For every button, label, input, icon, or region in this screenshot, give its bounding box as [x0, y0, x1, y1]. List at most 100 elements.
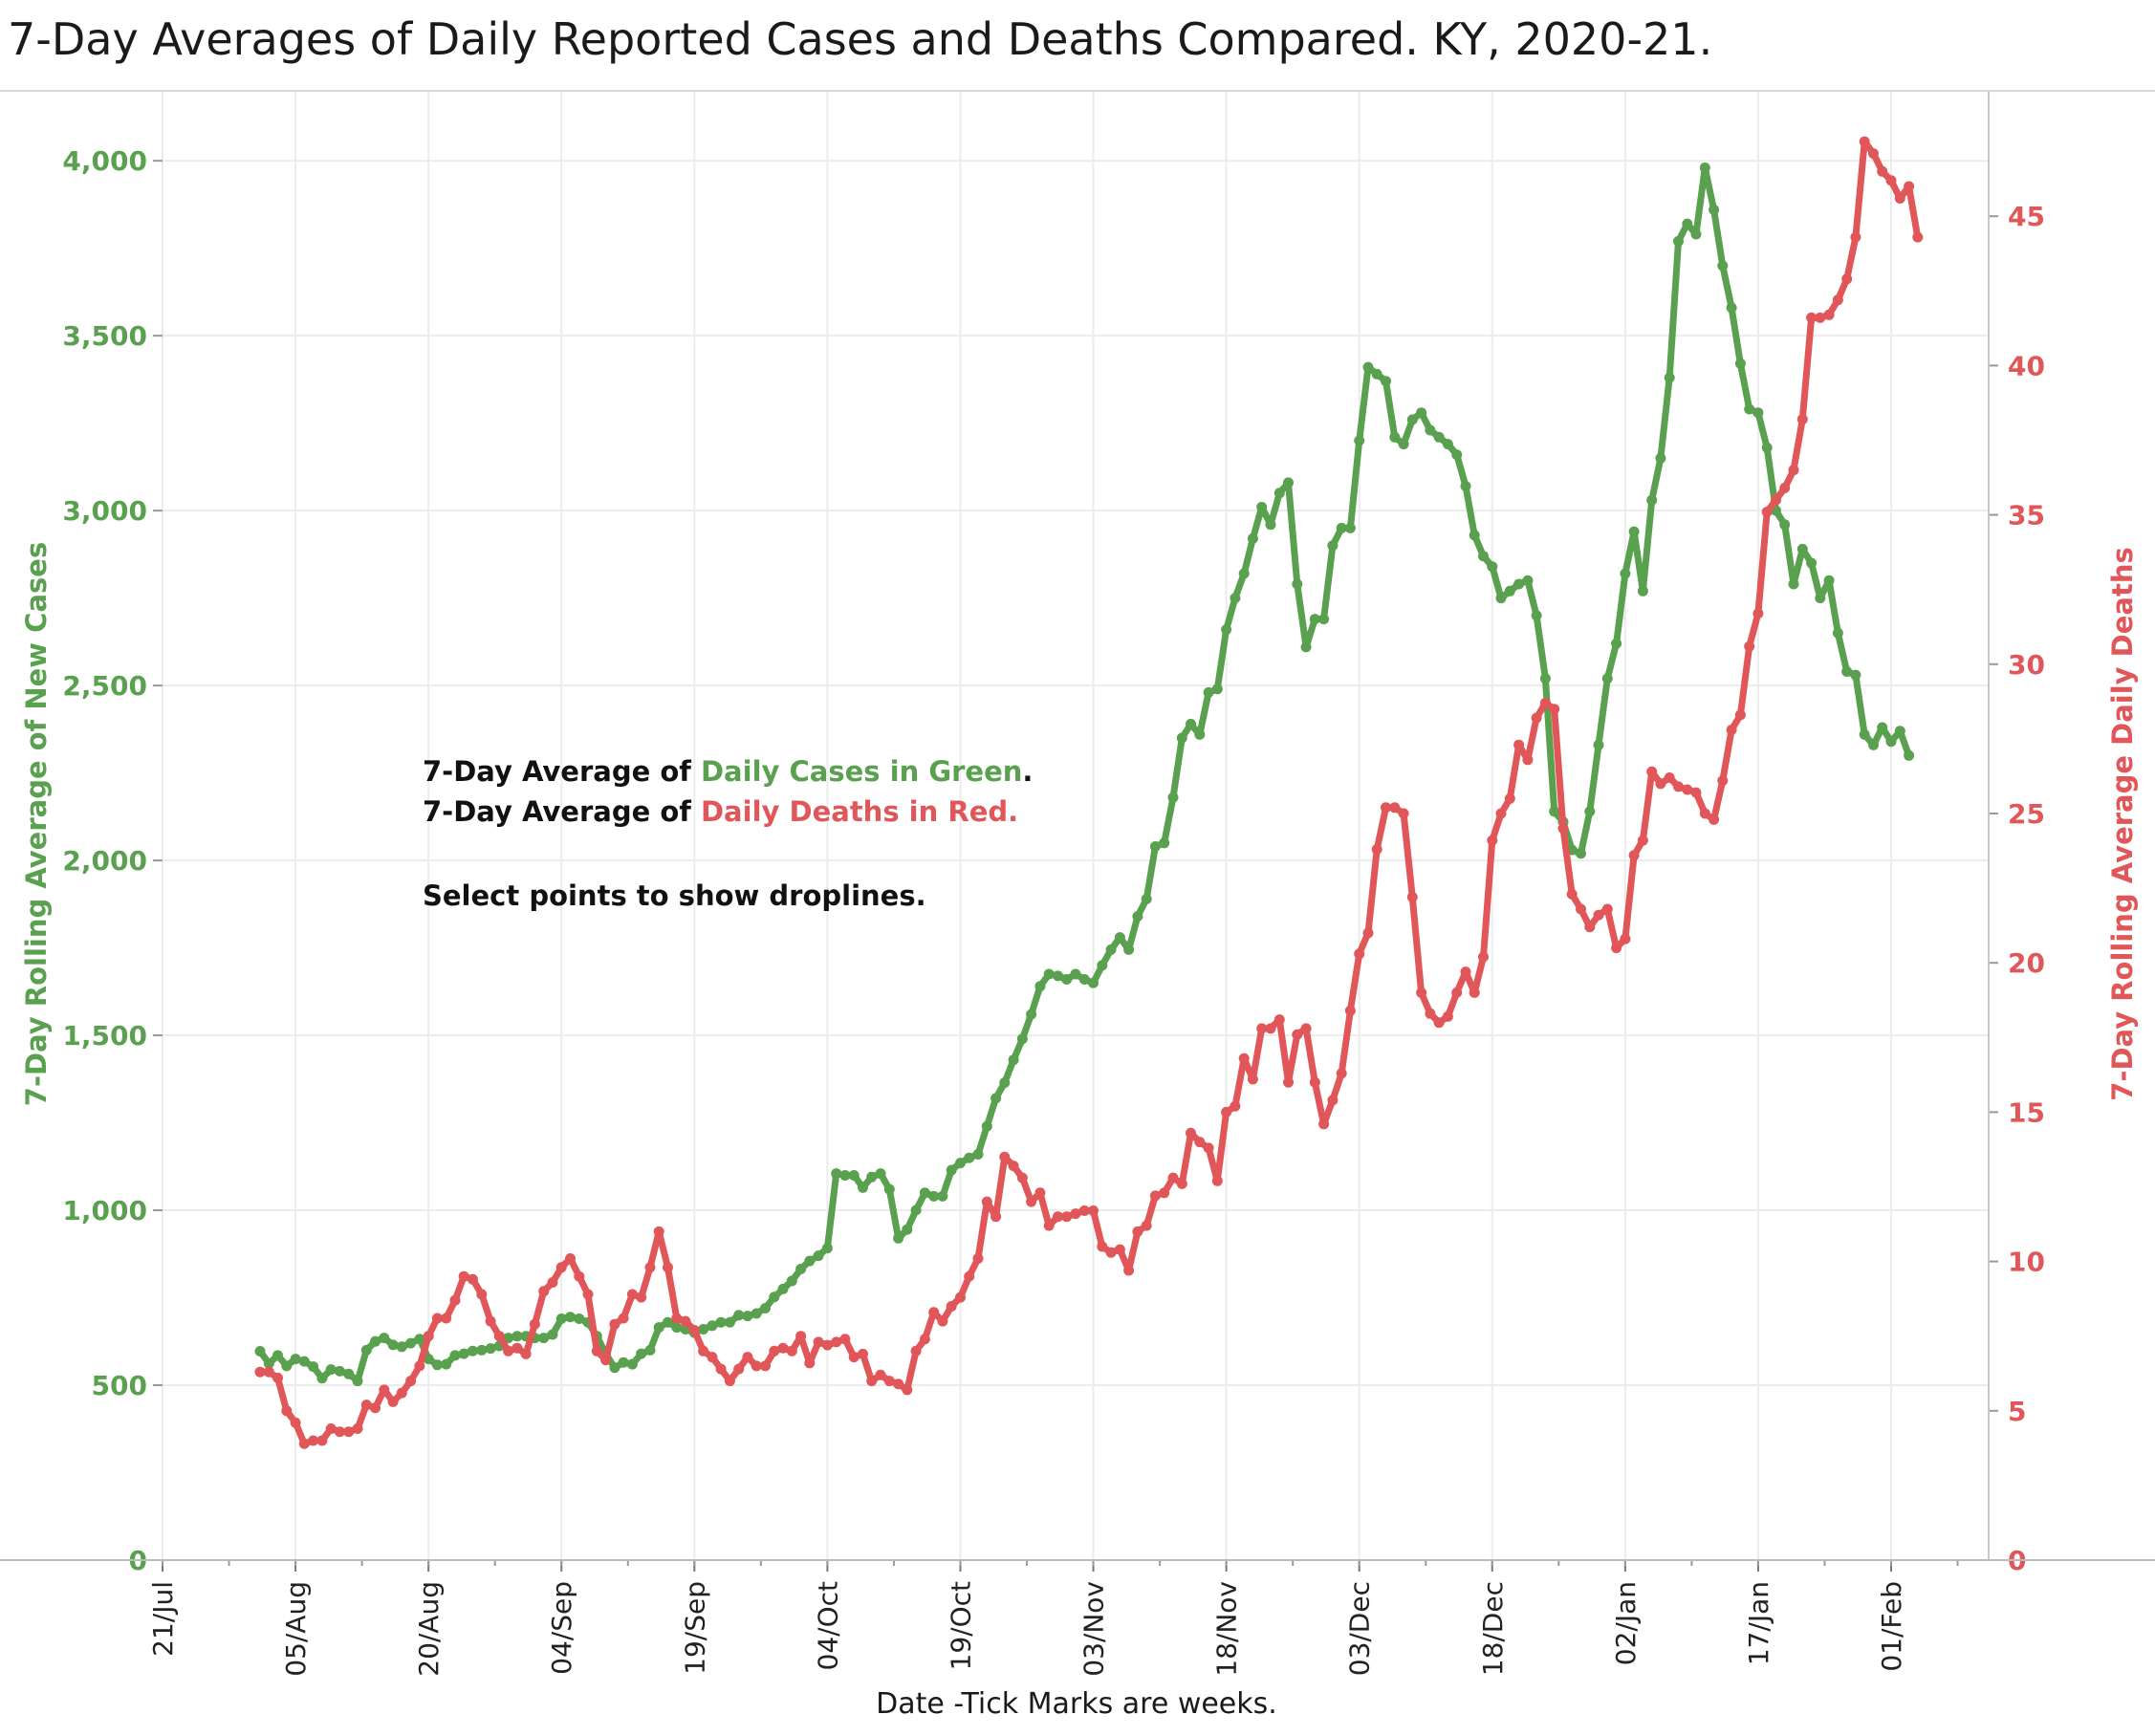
cases-point — [999, 1077, 1011, 1088]
cases-point — [831, 1168, 842, 1180]
deaths-point — [1912, 231, 1924, 243]
deaths-point — [1008, 1161, 1019, 1172]
y-right-tick-label: 10 — [2008, 1247, 2045, 1278]
deaths-point — [1176, 1178, 1187, 1189]
cases-point — [1211, 684, 1223, 695]
deaths-point — [609, 1318, 620, 1330]
deaths-point — [574, 1270, 585, 1282]
cases-point — [972, 1149, 984, 1160]
cases-point — [866, 1171, 878, 1183]
cases-point — [254, 1346, 266, 1356]
deaths-point — [1043, 1220, 1055, 1231]
deaths-point — [1327, 1095, 1339, 1106]
cases-point — [1637, 585, 1648, 597]
deaths-point — [547, 1277, 558, 1288]
cases-point — [919, 1187, 930, 1199]
cases-point — [405, 1337, 417, 1349]
deaths-point — [352, 1423, 363, 1434]
deaths-point — [1877, 165, 1888, 177]
cases-point — [263, 1357, 274, 1369]
deaths-point — [1628, 850, 1640, 861]
deaths-point — [636, 1291, 647, 1303]
deaths-point — [751, 1360, 762, 1372]
y-axis-left-label: 7-Day Rolling Average of New Cases — [20, 542, 53, 1106]
cases-point — [1531, 610, 1542, 621]
cases-point — [441, 1358, 452, 1370]
annotation-line-1: 7-Day Average of Daily Cases in Green. — [423, 755, 1033, 788]
cases-point — [1709, 204, 1720, 215]
cases-point — [547, 1329, 558, 1340]
deaths-point — [591, 1345, 602, 1356]
deaths-point — [1513, 739, 1525, 750]
cases-point — [1655, 452, 1666, 464]
annotation-prefix-2: 7-Day Average of — [423, 795, 701, 828]
annotation-line-3: Select points to show droplines. — [423, 879, 926, 912]
deaths-point — [1734, 709, 1746, 721]
deaths-point — [1469, 987, 1480, 998]
deaths-point — [1053, 1211, 1063, 1223]
grid-lines — [162, 91, 1989, 1560]
deaths-point — [343, 1426, 355, 1438]
cases-point — [485, 1343, 496, 1355]
deaths-point — [449, 1294, 461, 1306]
deaths-point — [582, 1289, 594, 1300]
deaths-point — [379, 1384, 390, 1396]
deaths-point — [441, 1313, 452, 1324]
deaths-point — [1460, 966, 1471, 978]
deaths-point — [1752, 608, 1764, 619]
deaths-point — [1904, 181, 1915, 192]
y-right-tick-label: 35 — [2008, 500, 2045, 532]
y-right-tick-label: 30 — [2008, 649, 2045, 681]
deaths-point — [1433, 1017, 1445, 1029]
deaths-point — [1016, 1172, 1028, 1183]
deaths-point — [919, 1334, 930, 1345]
cases-point — [1318, 614, 1330, 625]
deaths-point — [946, 1301, 957, 1312]
cases-point — [1877, 722, 1888, 733]
cases-point — [1406, 414, 1418, 425]
deaths-point — [831, 1336, 842, 1348]
cases-point — [1061, 974, 1073, 985]
cases-point — [707, 1320, 718, 1332]
deaths-point — [1620, 933, 1631, 944]
cases-point — [1247, 532, 1258, 544]
cases-point — [1362, 361, 1374, 373]
cases-point — [1416, 407, 1427, 419]
deaths-point — [281, 1405, 293, 1417]
deaths-point — [1230, 1100, 1241, 1112]
x-axis-label: Date -Tick Marks are weeks. — [876, 1687, 1277, 1721]
deaths-point — [1815, 312, 1826, 323]
deaths-point — [1300, 1023, 1312, 1034]
deaths-point — [263, 1366, 274, 1378]
cases-point — [343, 1368, 355, 1379]
deaths-point — [1796, 414, 1808, 425]
cases-point — [1186, 718, 1196, 729]
deaths-point — [671, 1313, 683, 1324]
deaths-point — [1832, 294, 1843, 306]
cases-point — [1132, 911, 1143, 922]
deaths-point — [981, 1196, 992, 1207]
deaths-point — [1114, 1244, 1125, 1255]
x-tick-label: 19/Oct — [945, 1581, 976, 1670]
cases-point — [281, 1360, 293, 1372]
cases-point — [1221, 624, 1232, 636]
axes: 21/Jul 05/Aug 20/Aug 04/Sep 19/Sep 04/Oct 19/O… — [0, 90, 2155, 1677]
deaths-point — [848, 1352, 860, 1363]
cases-point — [946, 1164, 957, 1176]
deaths-point — [883, 1376, 895, 1387]
cases-point — [724, 1316, 735, 1328]
cases-point — [937, 1190, 948, 1202]
cases-point — [1194, 728, 1206, 740]
y-right-tick-label: 5 — [2008, 1396, 2026, 1427]
cases-point — [751, 1308, 762, 1319]
deaths-point — [663, 1262, 673, 1273]
deaths-point — [565, 1253, 576, 1264]
cases-point — [671, 1322, 683, 1334]
y-axis-right-label: 7-Day Rolling Average Daily Deaths — [2106, 547, 2139, 1101]
x-tick-label: 20/Aug — [413, 1581, 445, 1677]
y-right-tick-label: 25 — [2008, 798, 2045, 830]
deaths-point — [370, 1402, 381, 1414]
cases-point — [1726, 302, 1737, 314]
deaths-point — [1389, 802, 1401, 814]
